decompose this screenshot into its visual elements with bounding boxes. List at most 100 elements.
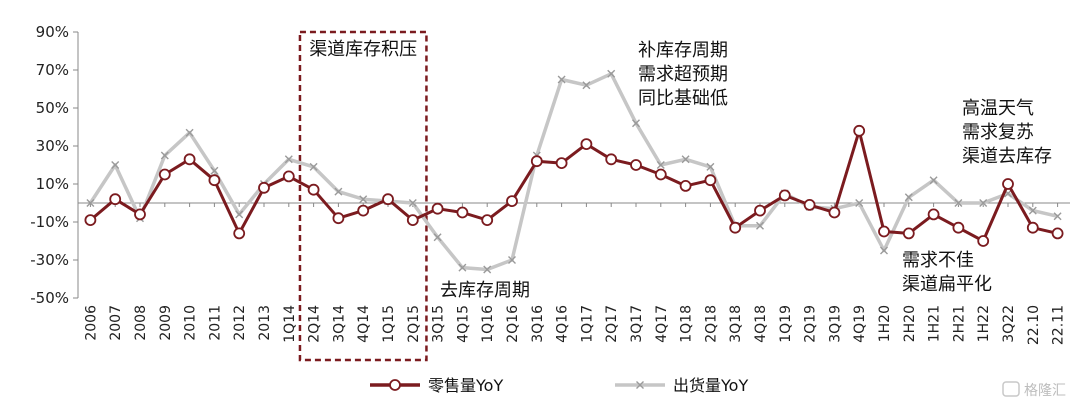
x-tick-label: 3Q17 bbox=[629, 305, 645, 343]
series-group bbox=[84, 69, 1064, 274]
data-point bbox=[508, 256, 516, 264]
data-point bbox=[778, 189, 791, 202]
x-tick-label: 1Q14 bbox=[282, 305, 298, 343]
data-point bbox=[309, 162, 318, 171]
x-tick-label: 1H21 bbox=[927, 305, 943, 342]
data-point bbox=[185, 128, 194, 137]
data-point bbox=[756, 221, 764, 230]
data-point bbox=[357, 204, 370, 217]
x-tick-label: 4Q16 bbox=[555, 305, 571, 343]
data-point bbox=[334, 187, 343, 196]
x-tick-label: 22.11 bbox=[1051, 305, 1067, 345]
x-tick-label: 4Q17 bbox=[654, 305, 670, 343]
data-point bbox=[632, 119, 640, 128]
data-point bbox=[605, 153, 618, 166]
data-point bbox=[332, 212, 345, 225]
data-point bbox=[109, 193, 122, 206]
x-tick-label: 2012 bbox=[232, 305, 248, 341]
data-point bbox=[1028, 206, 1037, 215]
annotation-line: 补库存周期 bbox=[638, 40, 728, 61]
series-line bbox=[88, 72, 1058, 272]
y-tick-label: 10% bbox=[36, 175, 69, 193]
legend-marker bbox=[636, 381, 644, 389]
x-tick-label: 3Q22 bbox=[1001, 305, 1017, 343]
data-point bbox=[855, 199, 864, 207]
data-point bbox=[530, 155, 543, 168]
legend-label: 出货量YoY bbox=[673, 376, 748, 395]
data-point bbox=[557, 75, 566, 84]
x-tick-label: 2Q18 bbox=[703, 305, 719, 343]
data-point bbox=[282, 170, 295, 183]
data-point bbox=[679, 179, 692, 192]
x-tick-label: 1Q16 bbox=[480, 305, 496, 343]
x-tick-label: 2007 bbox=[108, 305, 124, 341]
data-point bbox=[359, 195, 368, 204]
x-tick-label: 4Q15 bbox=[455, 305, 471, 343]
annotation-line: 高温天气 bbox=[962, 98, 1034, 119]
data-point bbox=[706, 162, 715, 171]
watermark-logo-icon bbox=[1002, 381, 1020, 397]
data-point bbox=[458, 263, 467, 272]
x-tick-label: 1Q15 bbox=[381, 305, 397, 343]
x-tick-label: 3Q14 bbox=[331, 305, 347, 343]
data-point bbox=[729, 221, 742, 234]
y-tick-label: 90% bbox=[36, 23, 69, 41]
annotation-line: 需求不佳 bbox=[902, 250, 974, 271]
data-point bbox=[803, 198, 816, 211]
data-point bbox=[111, 161, 120, 169]
y-axis: 90% 70% 50% 30% 10% -10% -30% -50% bbox=[30, 23, 79, 307]
annotation-line: 需求超预期 bbox=[638, 64, 728, 85]
x-tick-label: 2Q16 bbox=[505, 305, 521, 343]
data-point bbox=[483, 265, 492, 274]
x-tick-label: 4Q19 bbox=[852, 305, 868, 343]
data-point bbox=[555, 157, 568, 170]
data-point bbox=[904, 193, 913, 202]
x-tick-label: 2013 bbox=[257, 305, 273, 341]
data-point bbox=[86, 199, 95, 207]
data-point bbox=[630, 159, 642, 171]
legend-marker bbox=[389, 379, 401, 391]
x-tick-label: 2Q15 bbox=[406, 305, 422, 343]
data-point bbox=[754, 204, 766, 217]
data-point bbox=[1026, 221, 1039, 234]
data-point bbox=[134, 208, 146, 221]
y-tick-label: -50% bbox=[30, 289, 69, 307]
data-point bbox=[1002, 178, 1014, 190]
series-0 bbox=[84, 124, 1064, 247]
data-point bbox=[902, 227, 915, 240]
data-point bbox=[977, 235, 990, 247]
x-tick-label: 3Q18 bbox=[728, 305, 744, 343]
data-point bbox=[284, 155, 293, 164]
legend: 零售量YoY 出货量YoY bbox=[370, 376, 748, 395]
data-point bbox=[456, 206, 469, 219]
data-point bbox=[406, 214, 419, 227]
data-point bbox=[952, 221, 965, 234]
data-point bbox=[433, 233, 442, 242]
data-point bbox=[654, 168, 667, 181]
data-point bbox=[235, 210, 244, 219]
data-point bbox=[853, 124, 866, 137]
x-tick-label: 2010 bbox=[183, 305, 199, 341]
series-line bbox=[89, 129, 1058, 243]
data-point bbox=[158, 168, 171, 181]
x-tick-label: 4Q18 bbox=[753, 305, 769, 343]
data-point bbox=[681, 155, 690, 164]
annotation-line: 渠道去库存 bbox=[962, 146, 1052, 167]
x-tick-label: 1H22 bbox=[976, 305, 992, 342]
data-point bbox=[506, 195, 518, 208]
x-tick-label: 1Q19 bbox=[778, 305, 794, 343]
highlight-box-rect bbox=[298, 30, 428, 362]
x-tick-label: 2008 bbox=[133, 305, 149, 341]
data-point bbox=[431, 202, 444, 215]
data-point bbox=[1053, 212, 1062, 221]
data-point bbox=[208, 174, 221, 187]
annotation-line: 去库存周期 bbox=[440, 280, 530, 301]
data-point bbox=[927, 208, 940, 221]
highlight-box-label: 渠道库存积压 bbox=[309, 39, 417, 60]
data-point bbox=[954, 199, 963, 207]
legend-item: 零售量YoY bbox=[370, 376, 503, 395]
